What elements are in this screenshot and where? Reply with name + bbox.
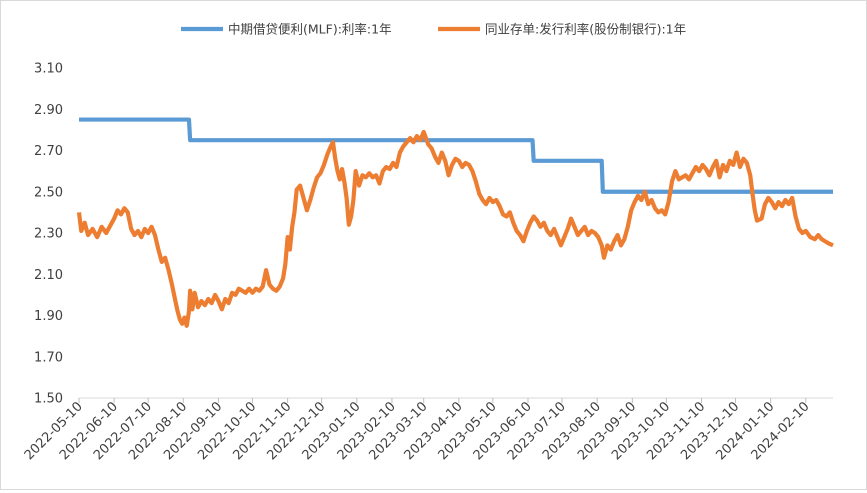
y-tick-label: 1.50 xyxy=(34,392,63,407)
y-tick-label: 2.90 xyxy=(34,103,63,118)
legend-label: 中期借贷便利(MLF):利率:1年 xyxy=(228,22,392,37)
y-tick-label: 2.30 xyxy=(34,227,63,242)
legend-item-1: 中期借贷便利(MLF):利率:1年 xyxy=(181,22,392,37)
plot-area xyxy=(76,117,834,328)
y-axis: 1.50 1.70 1.90 2.10 2.30 2.50 2.70 2.90 3.10 xyxy=(34,62,63,407)
legend-item-2: 同业存单:发行利率(股份制银行):1年 xyxy=(438,22,686,37)
y-tick-label: 2.70 xyxy=(34,144,63,159)
series-line-2 xyxy=(76,129,834,328)
y-tick-label: 1.70 xyxy=(34,350,63,365)
y-tick-label: 3.10 xyxy=(34,62,63,77)
y-tick-label: 2.10 xyxy=(34,268,63,283)
legend-label: 同业存单:发行利率(股份制银行):1年 xyxy=(485,22,686,37)
series-line-1 xyxy=(79,117,833,194)
y-tick-label: 2.50 xyxy=(34,185,63,200)
x-axis: 2022-05-102022-06-102022-07-102022-08-10… xyxy=(22,397,833,463)
chart-legend: 中期借贷便利(MLF):利率:1年 同业存单:发行利率(股份制银行):1年 xyxy=(181,22,686,37)
y-tick-label: 1.90 xyxy=(34,309,63,324)
